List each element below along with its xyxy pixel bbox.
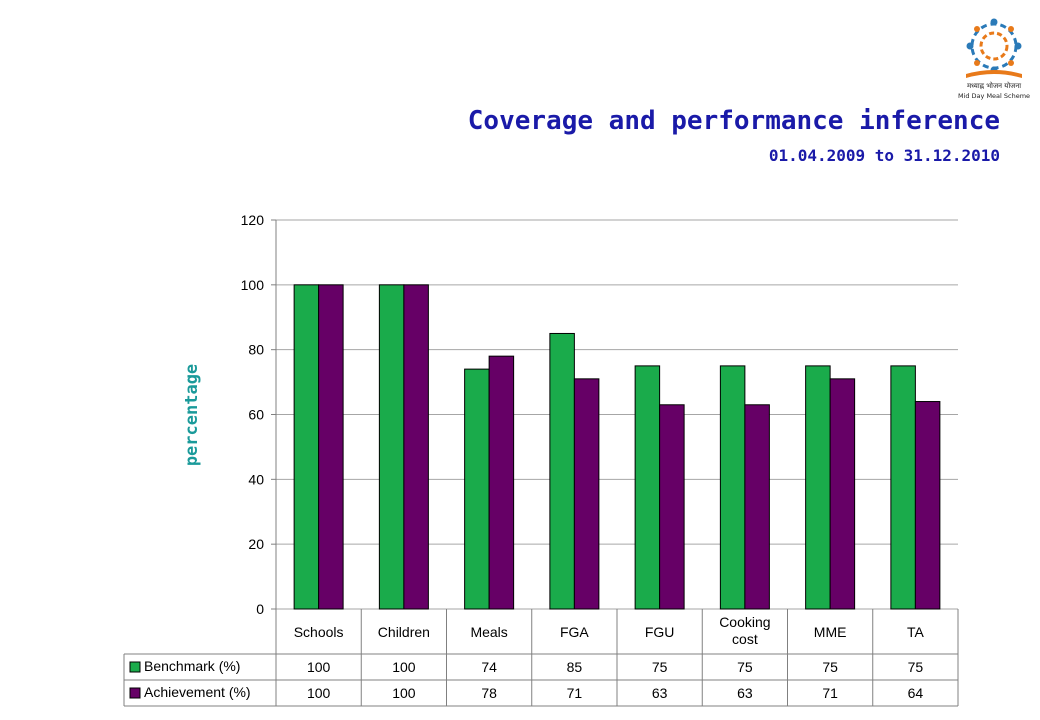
table-value: 75	[652, 659, 668, 675]
table-value: 71	[567, 685, 583, 701]
legend-swatch-benchmark	[129, 661, 141, 673]
bar-achievement-fga	[573, 378, 600, 610]
bar-benchmark-children	[378, 284, 405, 610]
logo-english-text: Mid Day Meal Scheme	[958, 92, 1030, 100]
mid-day-meal-logo: मध्याह्न भोजन योजना Mid Day Meal Scheme	[958, 18, 1030, 100]
table-value: 100	[392, 659, 416, 675]
x-tick-label: FGA	[560, 624, 589, 640]
bar-benchmark-fgu	[634, 365, 661, 610]
y-tick-label: 100	[241, 277, 265, 293]
table-value: 100	[307, 685, 331, 701]
legend-swatch-achievement	[129, 687, 141, 699]
bar-achievement-fgu	[659, 404, 685, 610]
y-tick-label: 80	[248, 342, 264, 358]
x-tick-label: Meals	[470, 624, 507, 640]
x-tick-label: TA	[907, 624, 925, 640]
legend-label: Benchmark (%)	[144, 658, 240, 674]
y-tick-label: 0	[256, 601, 264, 617]
x-tick-label: cost	[732, 631, 758, 647]
bar-benchmark-mme	[805, 365, 831, 610]
table-value: 74	[481, 659, 497, 675]
table-value: 75	[737, 659, 753, 675]
bar-achievement-mme	[829, 378, 856, 610]
x-tick-label: Children	[378, 624, 430, 640]
logo-hindi-text: मध्याह्न भोजन योजना	[967, 81, 1021, 90]
bar-benchmark-meals	[464, 368, 490, 610]
table-value: 100	[392, 685, 416, 701]
table-value: 75	[908, 659, 924, 675]
table-value: 78	[481, 685, 497, 701]
x-tick-label: Cooking	[719, 614, 770, 630]
bar-benchmark-ta	[890, 365, 916, 610]
logo-emblem-icon	[966, 18, 1022, 78]
bar-benchmark-schools	[293, 284, 320, 610]
x-tick-label: Schools	[294, 624, 344, 640]
x-tick-label: FGU	[645, 624, 675, 640]
x-tick-label: MME	[814, 624, 847, 640]
bar-achievement-cooking-cost	[744, 404, 770, 610]
table-value: 100	[307, 659, 331, 675]
bar-benchmark-cooking-cost	[719, 365, 746, 610]
table-value: 75	[822, 659, 838, 675]
table-value: 63	[737, 685, 753, 701]
y-tick-label: 20	[248, 536, 264, 552]
bar-achievement-meals	[488, 355, 515, 610]
y-tick-label: 120	[241, 212, 265, 228]
bar-achievement-schools	[318, 284, 344, 610]
chart-title: Coverage and performance inference	[467, 106, 1000, 136]
legend-label: Achievement (%)	[144, 684, 251, 700]
y-tick-label: 60	[248, 407, 264, 423]
bar-achievement-ta	[914, 401, 941, 610]
bar-benchmark-fga	[549, 332, 575, 610]
chart-subtitle: 01.04.2009 to 31.12.2010	[768, 146, 1000, 165]
table-value: 71	[822, 685, 838, 701]
table-value: 63	[652, 685, 668, 701]
table-value: 64	[908, 685, 924, 701]
y-tick-label: 40	[248, 471, 264, 487]
table-value: 85	[567, 659, 583, 675]
bar-achievement-children	[403, 284, 429, 610]
